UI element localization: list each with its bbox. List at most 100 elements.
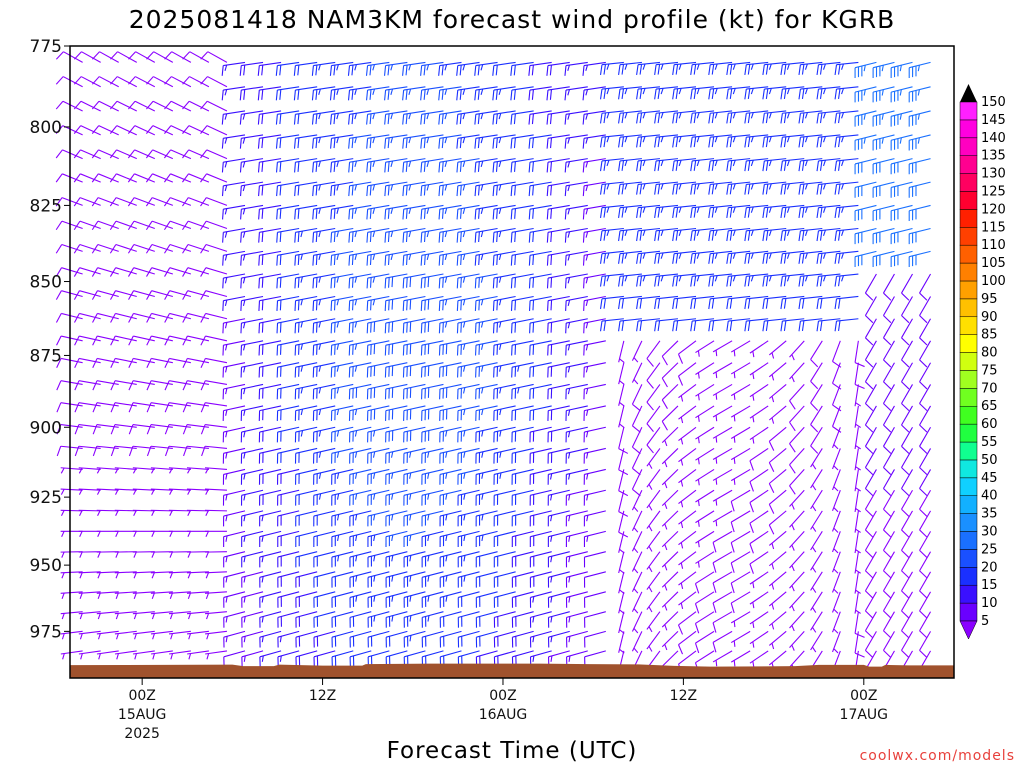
barb-flag-10kt — [410, 277, 411, 287]
barb-flag-10kt — [331, 301, 332, 311]
barb-flag-10kt — [280, 322, 281, 332]
barb-flag-10kt — [551, 255, 552, 265]
barb-flag-10kt — [56, 101, 63, 109]
barb-flag-10kt — [331, 278, 332, 288]
barb-flag-10kt — [511, 301, 512, 311]
barb-flag-5kt — [716, 660, 717, 666]
barb-flag-10kt — [241, 278, 242, 288]
barb-flag-10kt — [56, 245, 61, 254]
barb-flag-10kt — [262, 277, 263, 287]
barb-flag-10kt — [57, 336, 62, 345]
barb-flag-10kt — [331, 323, 332, 333]
barb-flag-10kt — [277, 278, 278, 288]
barb-flag-10kt — [334, 232, 335, 242]
barb-flag-10kt — [566, 323, 567, 333]
barb-flag-10kt — [439, 209, 440, 219]
barb-flag-10kt — [385, 209, 386, 219]
barb-flag-10kt — [497, 300, 498, 310]
barb-flag-10kt — [374, 322, 375, 332]
barb-flag-10kt — [298, 277, 299, 287]
barb-flag-5kt — [62, 593, 64, 599]
barb-flag-10kt — [367, 323, 368, 333]
barb-flag-10kt — [461, 209, 462, 219]
barb-flag-10kt — [410, 322, 411, 332]
barb-flag-10kt — [352, 255, 353, 265]
barb-flag-10kt — [349, 209, 350, 219]
barb-flag-10kt — [241, 301, 242, 311]
barb-flag-10kt — [313, 278, 314, 288]
barb-flag-10kt — [389, 255, 390, 265]
barb-flag-10kt — [439, 301, 440, 311]
barb-flag-5kt — [734, 479, 735, 485]
barb-flag-10kt — [584, 255, 585, 265]
barb-flag-10kt — [57, 381, 61, 390]
barb-flag-10kt — [352, 232, 353, 242]
barb-flag-10kt — [259, 323, 260, 333]
chart-title: 2025081418 NAM3KM forecast wind profile … — [129, 5, 896, 34]
barb-flag-10kt — [421, 232, 422, 242]
barb-flag-10kt — [403, 278, 404, 288]
barb-flag-10kt — [316, 300, 317, 310]
barb-flag-10kt — [457, 301, 458, 311]
barb-flag-5kt — [716, 437, 717, 443]
barb-flag-10kt — [497, 322, 498, 332]
barb-flag-10kt — [407, 300, 408, 310]
barb-flag-10kt — [530, 323, 531, 333]
barb-flag-5kt — [734, 394, 735, 400]
barb-flag-10kt — [56, 221, 62, 230]
barb-flag-10kt — [443, 209, 444, 219]
barb-flag-10kt — [241, 209, 242, 219]
barb-flag-10kt — [548, 323, 549, 333]
barb-flag-10kt — [335, 322, 336, 332]
barb-flag-10kt — [299, 322, 300, 332]
barb-flag-10kt — [371, 277, 372, 287]
barb-flag-10kt — [223, 209, 224, 219]
barb-flag-5kt — [734, 437, 735, 443]
barb-flag-10kt — [529, 232, 530, 242]
barb-flag-10kt — [277, 255, 278, 265]
barb-flag-10kt — [277, 301, 278, 311]
barb-flag-10kt — [403, 209, 404, 219]
barb-flag-10kt — [223, 255, 224, 265]
barb-flag-10kt — [533, 209, 534, 219]
barb-flag-10kt — [511, 255, 512, 265]
barb-flag-10kt — [262, 255, 263, 265]
barb-flag-10kt — [352, 209, 353, 219]
barb-flag-10kt — [439, 323, 440, 333]
barb-flag-5kt — [716, 479, 717, 485]
barb-flag-10kt — [515, 232, 516, 242]
barb-flag-10kt — [316, 232, 317, 242]
barb-flag-10kt — [277, 209, 278, 219]
barb-flag-10kt — [425, 232, 426, 242]
barb-flag-10kt — [335, 300, 336, 310]
barb-flag-10kt — [349, 255, 350, 265]
barb-flag-10kt — [475, 278, 476, 288]
barb-flag-10kt — [551, 322, 552, 332]
barb-flag-10kt — [262, 209, 263, 219]
barb-flag-10kt — [262, 232, 263, 242]
barb-flag-10kt — [298, 209, 299, 219]
barb-flag-5kt — [734, 372, 735, 378]
barb-flag-5kt — [63, 653, 65, 659]
barb-flag-10kt — [428, 299, 429, 309]
barb-flag-10kt — [367, 232, 368, 242]
barb-flag-10kt — [223, 301, 224, 311]
barb-flag-10kt — [331, 255, 332, 265]
barb-flag-10kt — [313, 255, 314, 265]
barb-flag-10kt — [259, 209, 260, 219]
barb-flag-10kt — [349, 301, 350, 311]
barb-flag-10kt — [515, 255, 516, 265]
barb-flag-10kt — [443, 300, 444, 310]
barb-flag-10kt — [389, 300, 390, 310]
barb-flag-10kt — [316, 277, 317, 287]
barb-flag-10kt — [313, 301, 314, 311]
barb-flag-10kt — [421, 278, 422, 288]
barb-flag-10kt — [57, 403, 61, 413]
barb-flag-10kt — [457, 209, 458, 219]
barb-flag-10kt — [583, 209, 584, 219]
barb-flag-10kt — [277, 232, 278, 242]
barb-flag-10kt — [295, 209, 296, 219]
barb-flag-10kt — [421, 255, 422, 265]
barb-flag-5kt — [62, 531, 65, 536]
